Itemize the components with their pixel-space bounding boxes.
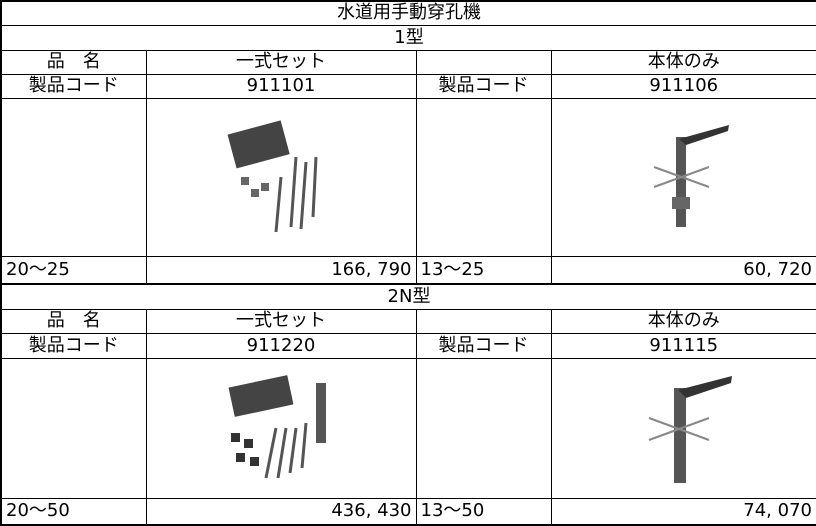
name-label: 品 名: [0, 49, 147, 75]
product-image: [227, 120, 318, 233]
code-label: 製品コード: [0, 73, 147, 99]
cell: [415, 357, 552, 499]
size: 13～50: [415, 497, 552, 526]
code: 911115: [550, 332, 816, 359]
cell: [550, 97, 816, 257]
cell: [145, 357, 417, 499]
cell: [550, 357, 816, 499]
cell: [0, 357, 147, 499]
size: 20～25: [0, 255, 147, 285]
product-image: [653, 125, 729, 227]
cell: [415, 97, 552, 257]
set-label: 一式セット: [145, 308, 417, 334]
name-label: 品 名: [0, 308, 147, 334]
code-label: 製品コード: [415, 332, 552, 359]
size: 20～50: [0, 497, 147, 526]
price: 166, 790: [145, 255, 417, 285]
table-title: 水道用手動穿孔機: [0, 0, 816, 26]
cell: [145, 97, 417, 257]
code: 911101: [145, 73, 417, 99]
code: 911220: [145, 332, 417, 359]
price: 74, 070: [550, 497, 816, 526]
price: 60, 720: [550, 255, 816, 285]
code-label: 製品コード: [0, 332, 147, 359]
body-label: 本体のみ: [550, 308, 816, 334]
product-image: [228, 375, 326, 479]
price: 436, 430: [145, 497, 417, 526]
cell: [0, 97, 147, 257]
set-label: 一式セット: [145, 49, 417, 75]
body-label: 本体のみ: [550, 49, 816, 75]
cell: [415, 308, 552, 334]
code-label: 製品コード: [415, 73, 552, 99]
cell: [415, 49, 552, 75]
size: 13～25: [415, 255, 552, 285]
model: 1型: [0, 24, 816, 51]
code: 911106: [550, 73, 816, 99]
model: 2N型: [0, 283, 816, 310]
product-image: [648, 376, 732, 483]
